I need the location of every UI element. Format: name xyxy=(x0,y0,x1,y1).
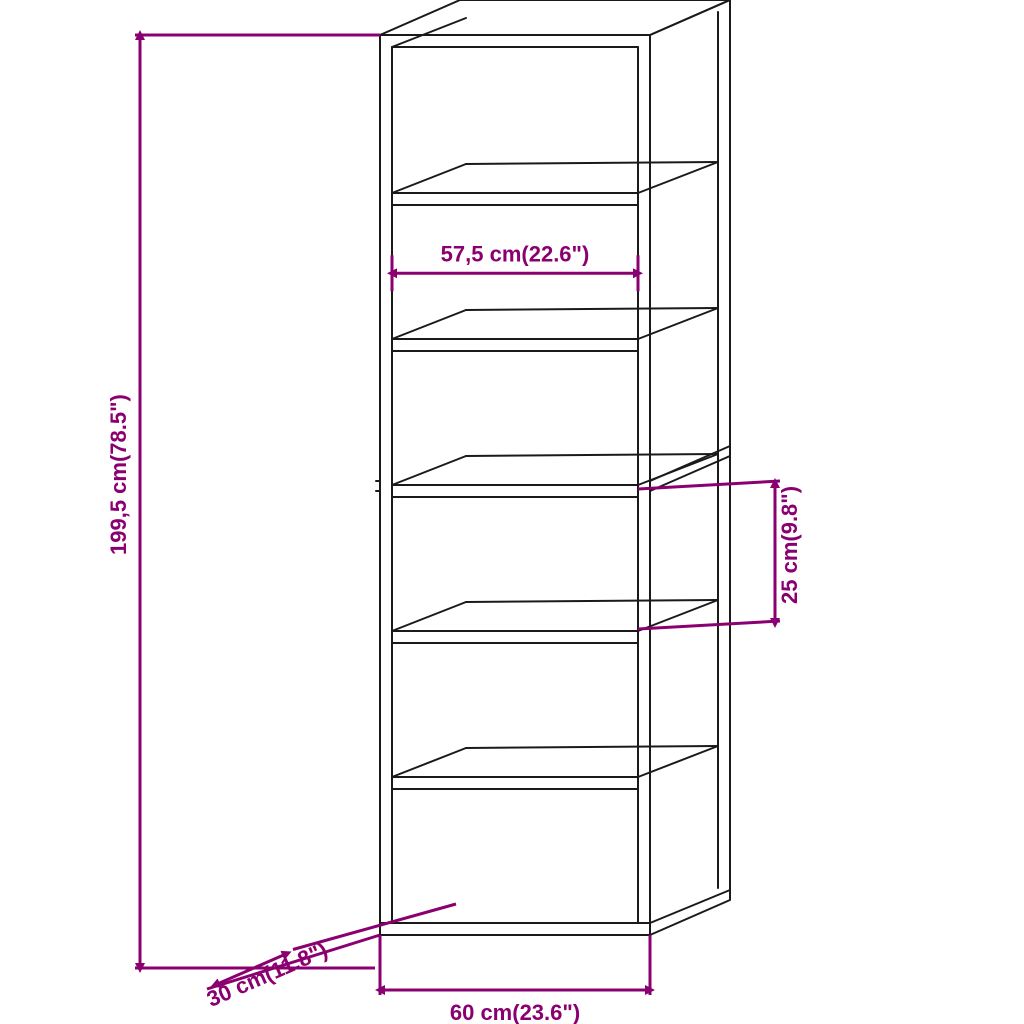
dim-label-depth: 30 cm(11.8") xyxy=(203,937,331,1012)
bookshelf-outline xyxy=(376,0,730,935)
dimension-diagram: 199,5 cm(78.5") 30 cm(11.8") 60 cm(23.6") 5… xyxy=(0,0,1024,1024)
dim-label-shelf_height: 25 cm(9.8") xyxy=(777,486,802,604)
dimension-lines xyxy=(135,35,780,995)
dim-label-width: 60 cm(23.6") xyxy=(450,1000,580,1024)
dimension-labels: 199,5 cm(78.5") 30 cm(11.8") 60 cm(23.6") 5… xyxy=(106,241,802,1024)
dim-label-height: 199,5 cm(78.5") xyxy=(106,394,131,555)
dim-label-inner_width: 57,5 cm(22.6") xyxy=(441,241,590,266)
